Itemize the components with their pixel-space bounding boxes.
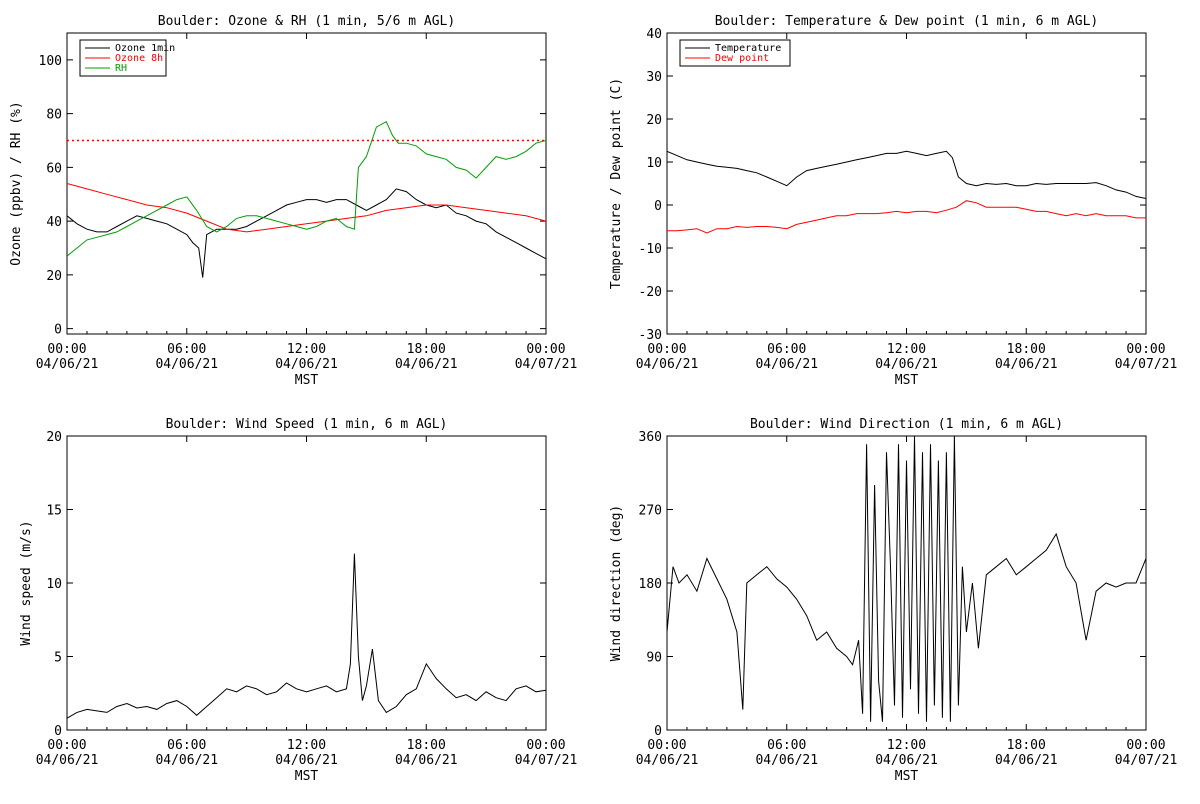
x-tick-label-date: 04/07/21: [1115, 753, 1178, 768]
y-tick-label: 60: [46, 161, 62, 176]
y-axis-label: Wind direction (deg): [609, 505, 624, 662]
x-tick-label-date: 04/06/21: [755, 357, 818, 372]
x-tick-label-time: 00:00: [647, 738, 686, 753]
y-tick-label: 20: [46, 269, 62, 284]
chart-title: Boulder: Ozone & RH (1 min, 5/6 m AGL): [158, 14, 455, 29]
x-tick-label-date: 04/07/21: [1115, 357, 1178, 372]
x-tick-label-date: 04/06/21: [395, 753, 458, 768]
legend-entry: Ozone 1min: [115, 43, 175, 54]
x-tick-label-date: 04/06/21: [36, 357, 99, 372]
y-tick-label: 10: [46, 577, 62, 592]
y-tick-label: 20: [646, 113, 662, 128]
x-tick-label-date: 04/06/21: [636, 357, 699, 372]
y-tick-label: 40: [46, 215, 62, 230]
y-tick-label: -10: [639, 242, 662, 257]
y-axis-label: Temperature / Dew point (C): [609, 78, 624, 289]
chart-title: Boulder: Wind Speed (1 min, 6 m AGL): [166, 417, 448, 432]
x-axis-label: MST: [295, 373, 319, 388]
y-tick-label: 0: [54, 323, 62, 338]
legend-entry: Ozone 8h: [115, 53, 163, 64]
x-axis-label: MST: [895, 373, 919, 388]
legend-entry: Dew point: [715, 53, 769, 64]
y-tick-label: 0: [654, 199, 662, 214]
y-tick-label: 270: [639, 504, 662, 519]
y-tick-label: 10: [646, 156, 662, 171]
y-tick-label: 5: [54, 651, 62, 666]
x-tick-label-time: 12:00: [287, 342, 326, 357]
x-tick-label-time: 06:00: [767, 738, 806, 753]
x-tick-label-time: 06:00: [167, 738, 206, 753]
legend-box: [679, 39, 791, 67]
y-tick-label: 40: [646, 27, 662, 42]
x-tick-label-date: 04/06/21: [995, 357, 1058, 372]
y-tick-label: -30: [639, 328, 662, 343]
y-tick-label: 30: [646, 70, 662, 85]
chart-panel-3: Boulder: Wind Speed (1 min, 6 m AGL) 0 5 10…: [19, 417, 577, 784]
x-tick-label-time: 00:00: [526, 342, 565, 357]
x-tick-label-date: 04/06/21: [875, 357, 938, 372]
y-tick-label: 100: [39, 54, 62, 69]
y-tick-label: 0: [654, 724, 662, 739]
series-line-rh: [67, 121, 546, 257]
y-tick-label: 80: [46, 108, 62, 123]
x-tick-label-time: 18:00: [407, 738, 446, 753]
x-tick-label-date: 04/06/21: [155, 357, 218, 372]
x-tick-label-time: 18:00: [1007, 738, 1046, 753]
x-tick-label-time: 12:00: [887, 342, 926, 357]
x-tick-label-time: 00:00: [47, 342, 86, 357]
series-line-series-1: [67, 553, 546, 719]
x-tick-label-time: 06:00: [167, 342, 206, 357]
x-axis-label: MST: [295, 769, 319, 784]
series-line-dew-point: [667, 200, 1146, 234]
y-tick-label: 90: [646, 651, 662, 666]
chart-panel-4: Boulder: Wind Direction (1 min, 6 m AGL)…: [609, 417, 1177, 784]
x-tick-label-date: 04/06/21: [995, 753, 1058, 768]
y-tick-label: 360: [639, 430, 662, 445]
x-tick-label-date: 04/07/21: [515, 753, 578, 768]
series-line-ozone-1min: [67, 188, 546, 278]
x-tick-label-date: 04/06/21: [875, 753, 938, 768]
x-tick-label-date: 04/06/21: [155, 753, 218, 768]
x-tick-label-date: 04/06/21: [275, 357, 338, 372]
x-tick-label-date: 04/06/21: [36, 753, 99, 768]
legend-box: [79, 39, 167, 77]
series-line-series-1: [667, 436, 1146, 722]
y-axis-label: Ozone (ppbv) / RH (%): [9, 101, 24, 265]
series-line-temperature: [667, 150, 1146, 199]
chart-panel-1: Boulder: Ozone & RH (1 min, 5/6 m AGL) 0 2…: [9, 14, 577, 388]
x-tick-label-time: 00:00: [647, 342, 686, 357]
x-tick-label-time: 06:00: [767, 342, 806, 357]
x-tick-label-time: 00:00: [47, 738, 86, 753]
y-tick-label: 180: [639, 577, 662, 592]
legend-entry: RH: [115, 63, 127, 74]
plot-frame: [66, 32, 547, 335]
x-tick-label-time: 12:00: [287, 738, 326, 753]
y-tick-label: 0: [54, 724, 62, 739]
y-tick-label: 20: [46, 430, 62, 445]
x-axis-label: MST: [895, 769, 919, 784]
plot-frame: [66, 435, 547, 731]
y-tick-label: 15: [46, 504, 62, 519]
x-tick-label-time: 00:00: [1126, 342, 1165, 357]
chart-title: Boulder: Temperature & Dew point (1 min,…: [715, 14, 1099, 29]
chart-title: Boulder: Wind Direction (1 min, 6 m AGL): [750, 417, 1063, 432]
x-tick-label-time: 18:00: [407, 342, 446, 357]
x-tick-label-time: 18:00: [1007, 342, 1046, 357]
x-tick-label-time: 12:00: [887, 738, 926, 753]
x-tick-label-date: 04/06/21: [755, 753, 818, 768]
chart-panel-2: Boulder: Temperature & Dew point (1 min,…: [609, 14, 1177, 388]
legend-entry: Temperature: [715, 43, 781, 54]
series-line-ozone-8h: [67, 183, 546, 233]
x-tick-label-date: 04/06/21: [395, 357, 458, 372]
y-tick-label: -20: [639, 285, 662, 300]
x-tick-label-date: 04/06/21: [636, 753, 699, 768]
x-tick-label-date: 04/06/21: [275, 753, 338, 768]
x-tick-label-date: 04/07/21: [515, 357, 578, 372]
x-tick-label-time: 00:00: [526, 738, 565, 753]
y-axis-label: Wind speed (m/s): [19, 520, 34, 645]
x-tick-label-time: 00:00: [1126, 738, 1165, 753]
